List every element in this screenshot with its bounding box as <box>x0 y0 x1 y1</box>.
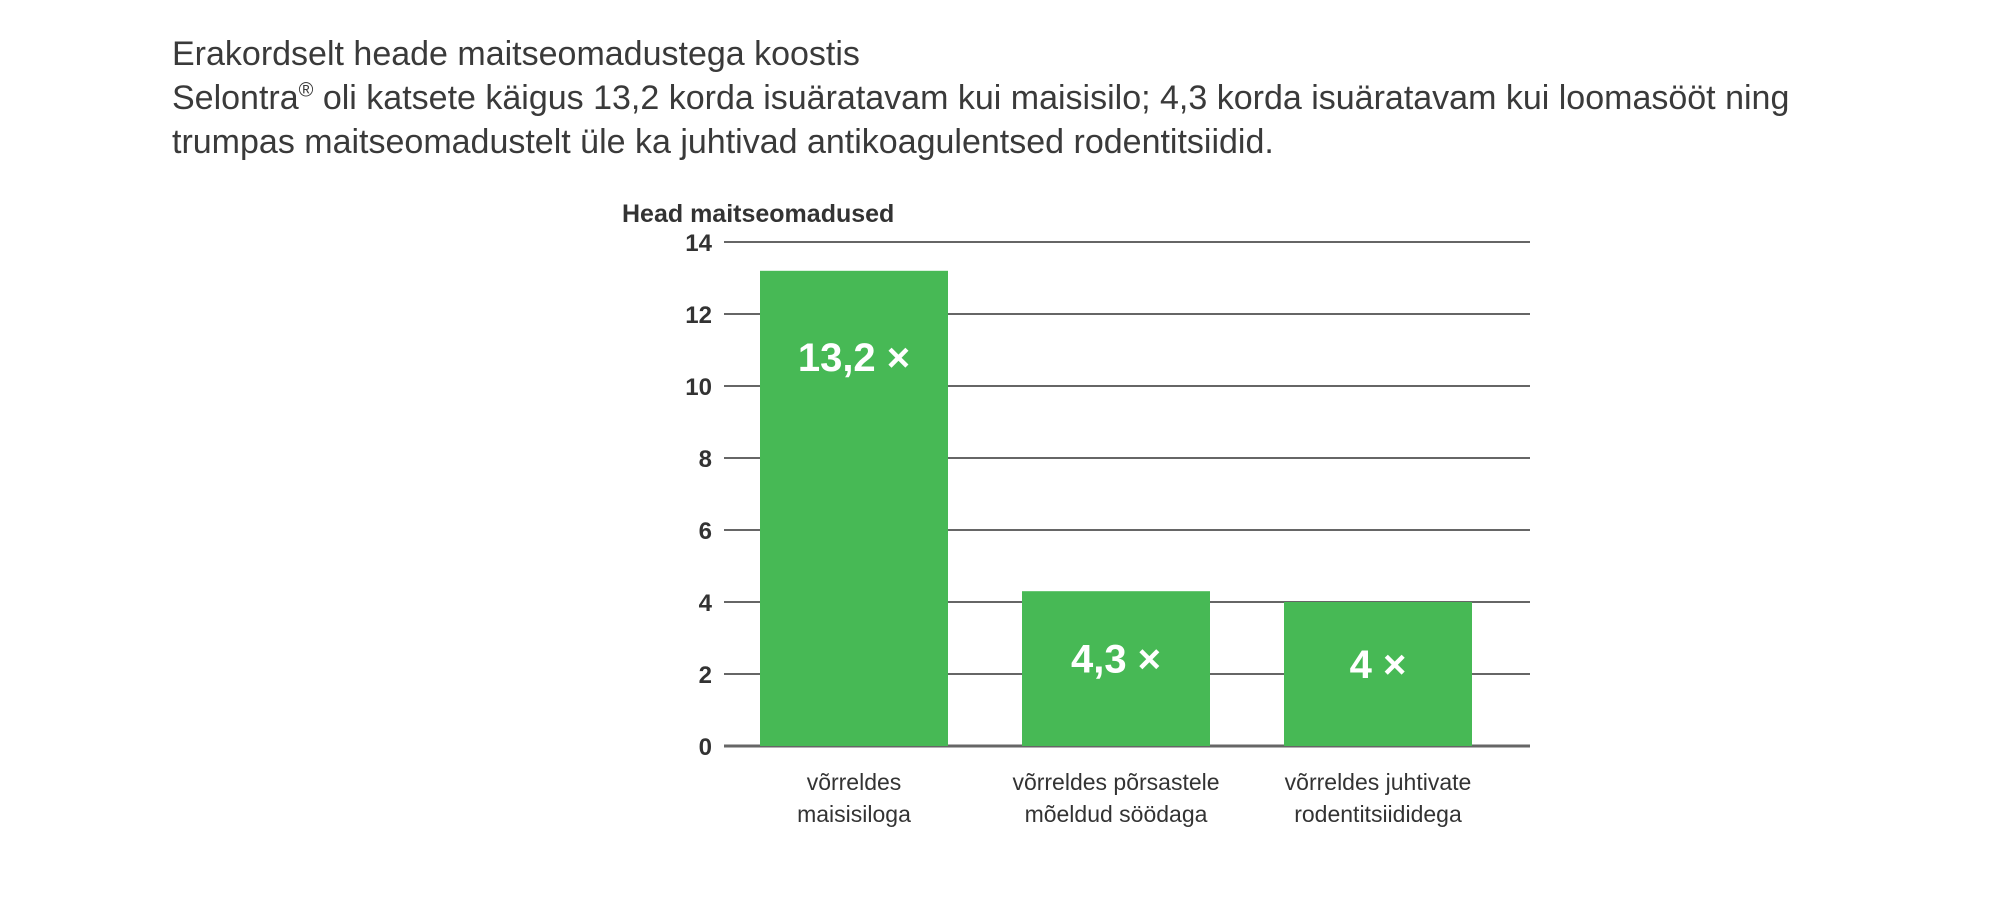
y-axis-title: Head maitseomadused <box>622 200 894 228</box>
data-label-2: 4,3 × <box>1071 638 1161 682</box>
intro-body-text: oli katsete käigus 13,2 korda isuäratava… <box>172 79 1790 161</box>
registered-mark: ® <box>298 79 314 102</box>
intro-body: Selontra® oli katsete käigus 13,2 korda … <box>172 76 1872 164</box>
data-labels: 13,2 × 4,3 × 4 × <box>798 336 1407 687</box>
y-tick-label: 4 <box>699 590 713 617</box>
y-tick-label: 0 <box>699 734 712 761</box>
data-label-3: 4 × <box>1350 643 1407 687</box>
y-tick-label: 14 <box>685 230 712 257</box>
y-tick-label: 6 <box>699 518 712 545</box>
category-label-line: võrreldes juhtivate <box>1285 769 1472 795</box>
y-tick-label: 8 <box>699 446 712 473</box>
data-label-1: 13,2 × <box>798 336 910 380</box>
intro-text: Erakordselt heade maitseomadustega koost… <box>172 32 1872 164</box>
bar-2 <box>1022 591 1210 746</box>
category-label-line: võrreldes <box>807 769 902 795</box>
category-label-2: võrreldes põrsastele mõeldud söödaga <box>1012 769 1219 827</box>
category-label-line: võrreldes põrsastele <box>1012 769 1219 795</box>
category-label-line: rodentitsiididega <box>1294 801 1462 827</box>
y-tick-label: 10 <box>685 374 712 401</box>
intro-heading: Erakordselt heade maitseomadustega koost… <box>172 35 860 73</box>
category-label-1: võrreldes maisisiloga <box>797 769 911 827</box>
category-labels: võrreldes maisisiloga võrreldes põrsastele… <box>797 769 1471 827</box>
bars <box>760 270 1472 746</box>
bar-3 <box>1284 602 1472 746</box>
y-tick-label: 12 <box>685 302 712 329</box>
brand-name: Selontra <box>172 79 299 117</box>
category-label-3: võrreldes juhtivate rodentitsiididega <box>1285 769 1472 827</box>
category-label-line: mõeldud söödaga <box>1025 801 1208 827</box>
bar-1 <box>760 270 948 746</box>
y-tick-labels: 0 2 4 6 8 10 12 14 <box>685 230 712 761</box>
category-label-line: maisisiloga <box>797 801 911 827</box>
y-tick-label: 2 <box>699 662 712 689</box>
